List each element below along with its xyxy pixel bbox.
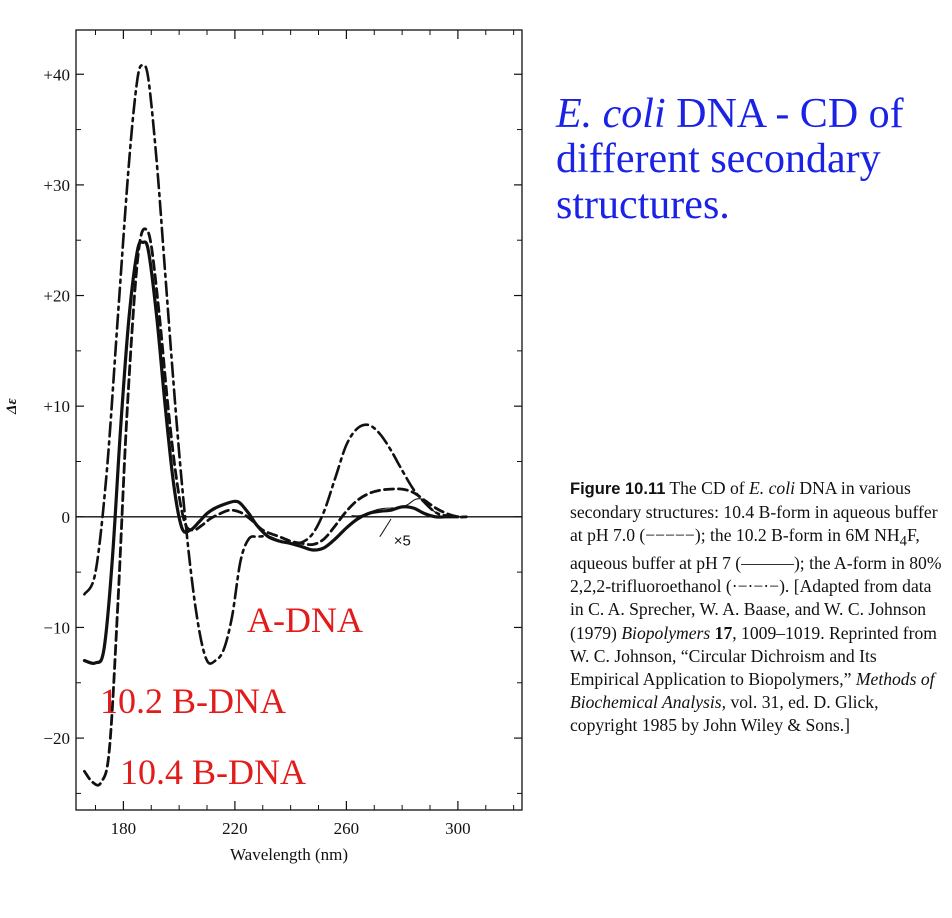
series-label-10-2-b-dna: 10.2 B-DNA [100, 681, 286, 721]
y-tick-label: 0 [62, 508, 71, 527]
x-tick-label: 180 [111, 819, 137, 838]
series-line-a-dna [83, 64, 468, 665]
x-tick-label: 260 [334, 819, 360, 838]
series-line-10-2-b-dna [82, 240, 460, 665]
title-rest: DNA - CD of different secondary structur… [556, 91, 904, 228]
figure-label: Figure 10.11 [570, 480, 666, 498]
caption-text-5: vol. 31, ed. D. Glick, copyright 1985 by… [570, 692, 879, 736]
series-line-5-segment [351, 498, 442, 518]
caption-italic-ecoli: E. coli [749, 478, 795, 498]
caption-subscript: 4 [899, 533, 907, 550]
x-tick-label: 300 [445, 819, 471, 838]
caption-book: Methods of Biochemical Analysis, [570, 668, 935, 713]
caption-text-3: F, aqueous buffer at pH 7 (———); the A-f… [570, 524, 942, 643]
y-tick-label: +40 [43, 65, 70, 84]
caption-volume: 17 [710, 622, 733, 643]
y-tick-label: −20 [43, 729, 70, 748]
series-label-a-dna: A-DNA [247, 600, 363, 640]
y-tick-label: +30 [43, 176, 70, 195]
title-italic: E. coli [556, 91, 666, 137]
annotation-pointer [379, 518, 392, 537]
slide-title: E. coli DNA - CD of different secondary … [556, 91, 948, 228]
caption-text-1: The CD of [669, 478, 750, 498]
caption-journal: Biopolymers [621, 622, 711, 643]
x-tick-label: 220 [222, 819, 248, 838]
y-tick-label: −10 [43, 618, 70, 637]
y-axis-label: Δε [4, 398, 20, 415]
y-tick-label: +10 [43, 397, 70, 416]
figure-caption: Figure 10.11 The CD of E. coli DNA in var… [570, 477, 942, 738]
series-label-10-4-b-dna: 10.4 B-DNA [120, 752, 306, 792]
caption-text-2: DNA in various secondary structures: 10.… [570, 478, 938, 545]
y-tick-label: +20 [43, 287, 70, 306]
caption-text-4: , 1009–1019. Reprinted from W. C. Johnso… [570, 622, 937, 689]
annotation-x5: ×5 [394, 533, 411, 550]
series-line-10-4-b-dna [83, 227, 468, 787]
cd-spectrum-chart: −20 −10 0 +10 +20 +30 +40 180 220 260 300 Wavelengt… [4, 29, 523, 864]
plot-border [75, 29, 523, 811]
x-axis-label: Wavelength (nm) [230, 845, 348, 864]
